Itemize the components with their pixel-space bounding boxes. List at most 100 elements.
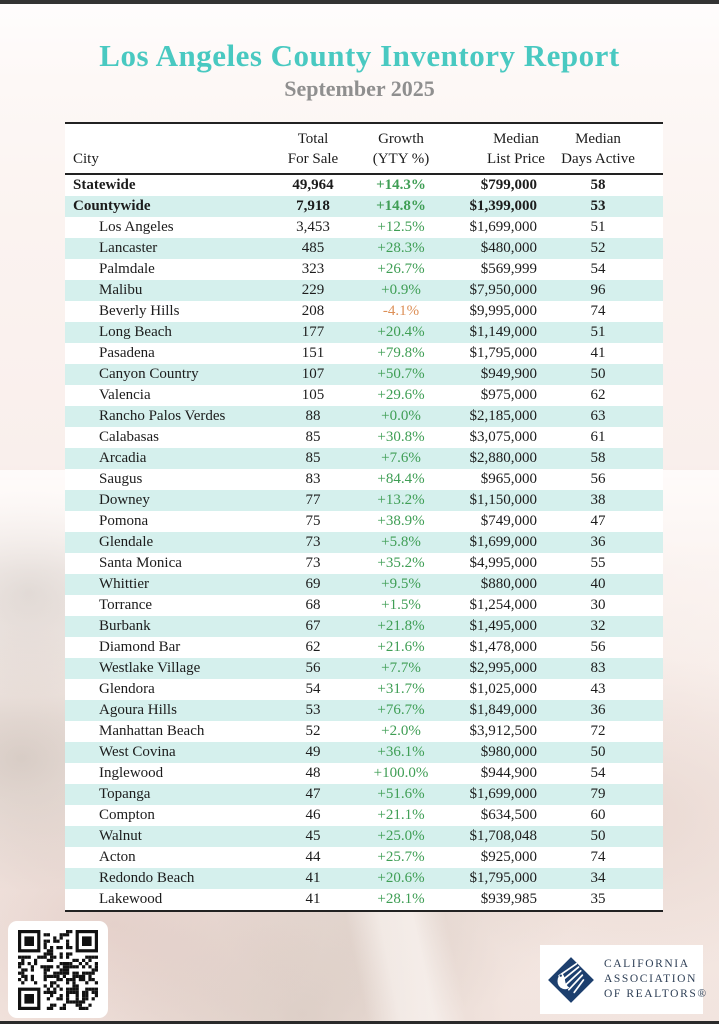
growth-cell: +21.1%: [377, 807, 425, 823]
city-cell: Redondo Beach: [99, 870, 195, 886]
growth-cell: +0.0%: [381, 408, 421, 424]
city-cell: Beverly Hills: [99, 303, 180, 319]
total-for-sale-cell: 52: [305, 723, 321, 739]
median-list-price-cell: $1,795,000: [469, 870, 538, 886]
qr-code-card[interactable]: [8, 921, 108, 1018]
growth-cell: +12.5%: [377, 219, 425, 235]
col-header-median-list-price: Median List Price: [447, 122, 545, 175]
total-for-sale-cell: 323: [301, 261, 325, 277]
table-row: Calabasas 85 +30.8% $3,075,000 61: [65, 427, 663, 448]
inventory-table: City Total For Sale Growth (YTY %) Media…: [65, 122, 663, 912]
median-list-price-cell: $949,900: [480, 366, 537, 382]
table-row: Glendora 54 +31.7% $1,025,000 43: [65, 679, 663, 700]
growth-cell: +14.3%: [376, 177, 426, 193]
table-row: Lakewood 41 +28.1% $939,985 35: [65, 889, 663, 912]
growth-cell: +36.1%: [377, 744, 425, 760]
city-cell: Calabasas: [99, 429, 159, 445]
growth-cell: +25.7%: [377, 849, 425, 865]
city-cell: Pomona: [99, 513, 149, 529]
median-days-active-cell: 41: [590, 345, 606, 361]
growth-cell: +28.3%: [377, 240, 425, 256]
city-cell: Topanga: [99, 786, 151, 802]
total-for-sale-cell: 85: [305, 429, 321, 445]
total-for-sale-cell: 62: [305, 639, 321, 655]
growth-cell: +7.6%: [381, 450, 421, 466]
total-for-sale-cell: 73: [305, 555, 321, 571]
growth-cell: +5.8%: [381, 534, 421, 550]
median-days-active-cell: 74: [590, 849, 606, 865]
table-row: Rancho Palos Verdes 88 +0.0% $2,185,000 …: [65, 406, 663, 427]
median-days-active-cell: 54: [590, 765, 606, 781]
growth-cell: +26.7%: [377, 261, 425, 277]
growth-cell: -4.1%: [382, 303, 420, 319]
car-diamond-bear-icon: [548, 956, 594, 1003]
growth-cell: +25.0%: [377, 828, 425, 844]
median-days-active-cell: 74: [590, 303, 606, 319]
city-cell: Glendora: [99, 681, 155, 697]
table-row: Acton 44 +25.7% $925,000 74: [65, 847, 663, 868]
growth-cell: +76.7%: [377, 702, 425, 718]
city-cell: Valencia: [99, 387, 151, 403]
table-row: Long Beach 177 +20.4% $1,149,000 51: [65, 322, 663, 343]
city-cell: Diamond Bar: [99, 639, 181, 655]
table-row: Compton 46 +21.1% $634,500 60: [65, 805, 663, 826]
median-days-active-cell: 72: [590, 723, 606, 739]
city-cell: Saugus: [99, 471, 143, 487]
table-row: Whittier 69 +9.5% $880,000 40: [65, 574, 663, 595]
total-for-sale-cell: 88: [305, 408, 321, 424]
car-logo: CALIFORNIA ASSOCIATION OF REALTORS®: [540, 945, 706, 1014]
city-cell: Agoura Hills: [99, 702, 177, 718]
total-for-sale-cell: 69: [305, 576, 321, 592]
growth-cell: +21.8%: [377, 618, 425, 634]
city-cell: Westlake Village: [99, 660, 201, 676]
col-header-growth-yty: Growth (YTY %): [355, 122, 447, 175]
total-for-sale-cell: 105: [301, 387, 325, 403]
median-list-price-cell: $925,000: [480, 849, 537, 865]
table-row: Redondo Beach 41 +20.6% $1,795,000 34: [65, 868, 663, 889]
median-list-price-cell: $2,995,000: [469, 660, 538, 676]
city-cell: Canyon Country: [99, 366, 199, 382]
qr-code-icon[interactable]: [18, 929, 98, 1010]
total-for-sale-cell: 7,918: [296, 198, 330, 214]
median-list-price-cell: $1,699,000: [469, 534, 538, 550]
growth-cell: +84.4%: [377, 471, 425, 487]
total-for-sale-cell: 56: [305, 660, 321, 676]
city-cell: West Covina: [99, 744, 176, 760]
median-list-price-cell: $799,000: [480, 177, 537, 193]
table-row: Torrance 68 +1.5% $1,254,000 30: [65, 595, 663, 616]
growth-cell: +50.7%: [377, 366, 425, 382]
col-header-city: City: [65, 122, 241, 175]
median-days-active-cell: 50: [590, 366, 606, 382]
table-row: Beverly Hills 208 -4.1% $9,995,000 74: [65, 301, 663, 322]
table-row: Santa Monica 73 +35.2% $4,995,000 55: [65, 553, 663, 574]
car-logo-text: CALIFORNIA ASSOCIATION OF REALTORS®: [604, 957, 708, 1002]
table-row: Pasadena 151 +79.8% $1,795,000 41: [65, 343, 663, 364]
city-cell: Long Beach: [99, 324, 172, 340]
median-list-price-cell: $3,075,000: [469, 429, 538, 445]
median-days-active-cell: 51: [590, 324, 606, 340]
median-days-active-cell: 56: [590, 471, 606, 487]
table-row: Burbank 67 +21.8% $1,495,000 32: [65, 616, 663, 637]
table-row: Valencia 105 +29.6% $975,000 62: [65, 385, 663, 406]
city-cell: Acton: [99, 849, 136, 865]
median-list-price-cell: $1,699,000: [469, 786, 538, 802]
median-days-active-cell: 47: [590, 513, 606, 529]
table-row: Lancaster 485 +28.3% $480,000 52: [65, 238, 663, 259]
total-for-sale-cell: 54: [305, 681, 321, 697]
total-for-sale-cell: 73: [305, 534, 321, 550]
median-days-active-cell: 52: [590, 240, 606, 256]
median-days-active-cell: 83: [590, 660, 606, 676]
city-cell: Pasadena: [99, 345, 155, 361]
total-for-sale-cell: 208: [301, 303, 325, 319]
total-for-sale-cell: 44: [305, 849, 321, 865]
total-for-sale-cell: 49,964: [292, 177, 334, 193]
median-list-price-cell: $480,000: [480, 240, 537, 256]
table-row: Palmdale 323 +26.7% $569,999 54: [65, 259, 663, 280]
median-days-active-cell: 62: [590, 387, 606, 403]
city-cell: Torrance: [99, 597, 153, 613]
total-for-sale-cell: 3,453: [296, 219, 330, 235]
total-for-sale-cell: 177: [301, 324, 325, 340]
total-for-sale-cell: 47: [305, 786, 321, 802]
growth-cell: +7.7%: [381, 660, 421, 676]
median-days-active-cell: 60: [590, 807, 606, 823]
